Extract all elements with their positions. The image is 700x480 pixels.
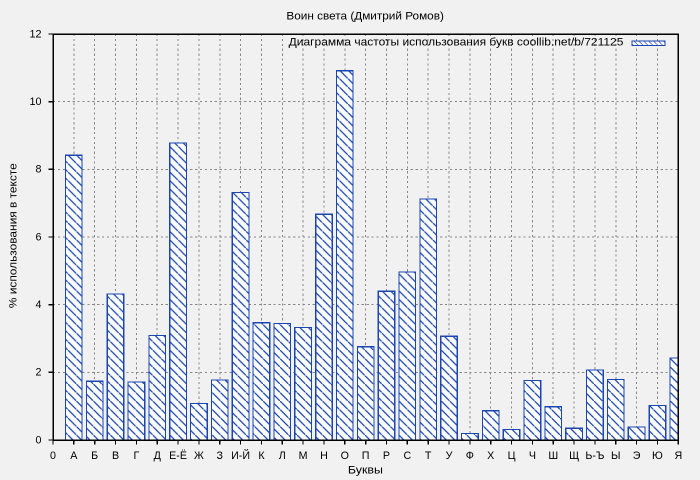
svg-text:Ь-Ъ: Ь-Ъ [585, 450, 604, 462]
svg-text:Р: Р [383, 450, 390, 462]
svg-text:10: 10 [30, 96, 42, 108]
svg-text:П: П [362, 450, 370, 462]
svg-text:Т: Т [425, 450, 432, 462]
svg-text:Ч: Ч [529, 450, 536, 462]
svg-text:Г: Г [133, 450, 139, 462]
svg-text:А: А [70, 450, 78, 462]
svg-text:0: 0 [50, 450, 56, 462]
svg-text:0: 0 [36, 434, 42, 446]
svg-text:Ш: Ш [548, 450, 558, 462]
svg-text:12: 12 [30, 28, 42, 40]
svg-text:Х: Х [487, 450, 494, 462]
svg-text:Ю: Ю [652, 450, 663, 462]
svg-text:Н: Н [320, 450, 328, 462]
svg-text:Диаграмма частоты использовани: Диаграмма частоты использования букв coo… [289, 36, 624, 48]
svg-text:Воин света (Дмитрий Ромов): Воин света (Дмитрий Ромов) [286, 11, 444, 23]
svg-text:И-Й: И-Й [231, 449, 250, 462]
svg-text:Ф: Ф [466, 450, 474, 462]
svg-text:З: З [217, 450, 223, 462]
svg-text:6: 6 [36, 231, 42, 243]
svg-text:Щ: Щ [569, 450, 579, 462]
svg-text:С: С [403, 450, 411, 462]
svg-text:В: В [112, 450, 119, 462]
svg-text:Л: Л [279, 450, 286, 462]
svg-text:Буквы: Буквы [348, 465, 383, 477]
svg-text:2: 2 [36, 367, 42, 379]
svg-text:Я: Я [674, 450, 682, 462]
svg-text:Е-Ё: Е-Ё [169, 450, 187, 462]
svg-text:К: К [258, 450, 265, 462]
svg-text:М: М [299, 450, 308, 462]
svg-text:8: 8 [36, 164, 42, 176]
svg-text:У: У [446, 450, 453, 462]
svg-text:% использования в тексте: % использования в тексте [8, 163, 20, 308]
svg-text:О: О [341, 450, 349, 462]
svg-text:Ы: Ы [611, 450, 620, 462]
svg-text:Ц: Ц [508, 450, 516, 462]
svg-text:4: 4 [36, 299, 42, 311]
svg-text:Э: Э [633, 450, 641, 462]
svg-text:Б: Б [91, 450, 98, 462]
svg-text:Ж: Ж [194, 450, 204, 462]
svg-text:Д: Д [154, 450, 162, 462]
